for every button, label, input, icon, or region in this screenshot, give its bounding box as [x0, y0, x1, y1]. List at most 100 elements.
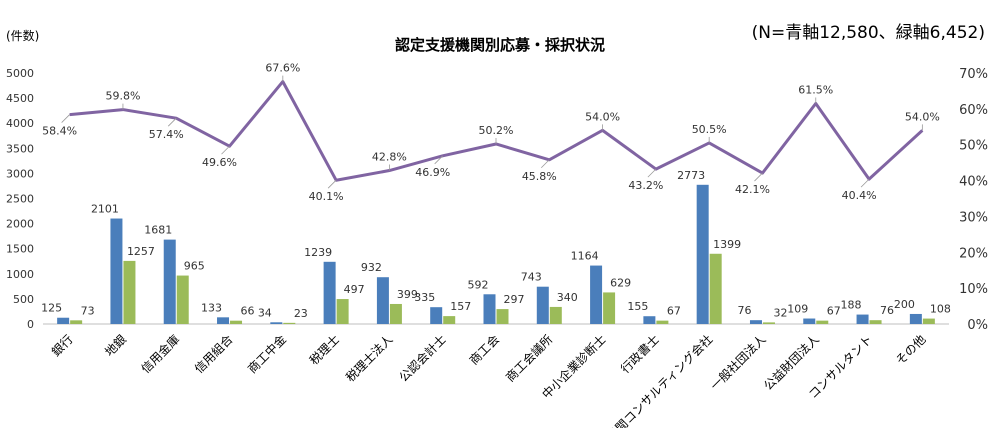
blue-bar [856, 314, 869, 324]
green-bar-label: 23 [294, 307, 308, 320]
green-bar [816, 320, 829, 324]
green-bar [656, 320, 669, 324]
blue-bar-label: 200 [894, 298, 915, 311]
green-bar-label: 399 [397, 288, 418, 301]
blue-bar-label: 743 [521, 271, 542, 284]
category-label: 商工会議所 [502, 332, 555, 385]
blue-bar-label: 188 [841, 299, 862, 312]
blue-bar-label: 1164 [571, 250, 599, 263]
rate-leader-line [327, 179, 337, 189]
blue-bar-label: 2773 [677, 169, 705, 182]
category-label: 信用金庫 [138, 332, 183, 377]
blue-bar [217, 317, 230, 324]
category-label: 一般社団法人 [707, 332, 769, 394]
left-tick-label: 4000 [6, 117, 34, 130]
blue-bar [376, 277, 389, 324]
green-bar [283, 322, 296, 324]
green-bar [70, 320, 83, 324]
green-bar-label: 66 [241, 305, 255, 318]
left-tick-label: 1500 [6, 243, 34, 256]
rate-label: 61.5% [798, 83, 833, 96]
blue-bar-label: 932 [361, 261, 382, 274]
green-bar [762, 322, 775, 324]
blue-bar [270, 322, 283, 324]
left-tick-label: 2000 [6, 218, 34, 231]
category-label: 地銀 [102, 332, 129, 359]
right-tick-label: 60% [959, 103, 988, 118]
blue-bar-label: 155 [627, 300, 648, 313]
blue-bar-label: 592 [468, 278, 489, 291]
right-tick-label: 40% [959, 175, 988, 190]
blue-bar [696, 184, 709, 324]
left-tick-label: 5000 [6, 67, 34, 80]
rate-label: 43.2% [628, 179, 663, 192]
green-bar [496, 309, 509, 324]
blue-bar-label: 76 [737, 304, 751, 317]
rate-label: 40.1% [309, 190, 344, 203]
rate-label: 50.5% [692, 123, 727, 136]
green-bar [549, 306, 562, 324]
green-bar [336, 299, 349, 324]
left-tick-label: 0 [27, 318, 34, 331]
blue-bar [483, 294, 496, 324]
category-label: 商工会 [466, 332, 502, 368]
sample-size-note: (N=青軸12,580、緑軸6,452) [752, 23, 985, 43]
rate-leader-line [167, 117, 177, 127]
green-bar [922, 318, 935, 324]
left-tick-label: 4500 [6, 92, 34, 105]
blue-bar [163, 239, 176, 324]
right-tick-label: 50% [959, 139, 988, 154]
rate-leader-line [860, 178, 870, 188]
left-tick-label: 500 [13, 293, 34, 306]
blue-bar-label: 335 [414, 291, 435, 304]
category-label: 商工中金 [244, 332, 289, 377]
blue-bar-label: 109 [787, 303, 808, 316]
right-tick-label: 20% [959, 246, 988, 261]
green-bar-label: 965 [184, 260, 205, 273]
blue-bar [909, 313, 922, 324]
rate-label: 42.8% [372, 151, 407, 164]
rate-label: 40.4% [842, 189, 877, 202]
blue-bar [430, 307, 443, 324]
left-tick-label: 3000 [6, 167, 34, 180]
rate-leader-line [754, 172, 763, 182]
blue-bar-label: 34 [258, 306, 272, 319]
blue-bar-label: 133 [201, 301, 222, 314]
left-tick-label: 1000 [6, 268, 34, 281]
rate-label: 54.0% [585, 110, 620, 123]
category-label: 信用組合 [191, 332, 236, 377]
green-bar-label: 157 [450, 300, 471, 313]
left-axis-label: (件数) [6, 28, 39, 43]
green-bar [230, 320, 243, 324]
blue-bar-label: 2101 [91, 203, 119, 216]
green-bar-label: 1257 [127, 245, 155, 258]
category-label: 銀行 [49, 332, 76, 359]
green-bar-label: 67 [827, 305, 841, 318]
rate-leader-line [541, 159, 550, 169]
right-tick-label: 70% [959, 67, 988, 82]
blue-bar-label: 1239 [304, 246, 332, 259]
green-bar-label: 497 [344, 283, 365, 296]
category-label: 民間コンサルティング会社 [603, 332, 715, 428]
blue-bar-label: 125 [41, 302, 62, 315]
blue-bar [590, 265, 603, 324]
right-tick-label: 10% [959, 282, 988, 297]
green-bar-label: 297 [504, 293, 525, 306]
blue-bar [749, 320, 762, 324]
rate-leader-line [221, 145, 230, 155]
rate-label: 57.4% [149, 128, 184, 141]
blue-bar-label: 1681 [144, 224, 172, 237]
blue-bar [110, 218, 123, 324]
category-label: その他 [893, 332, 928, 367]
chart-title: 認定支援機関別応募・採択状況 [395, 36, 605, 54]
green-bar-label: 32 [773, 306, 787, 319]
right-tick-label: 0% [967, 318, 988, 333]
left-tick-label: 2500 [6, 193, 34, 206]
green-bar [709, 253, 722, 324]
green-bar [443, 316, 456, 324]
rate-leader-line [434, 155, 443, 165]
green-bar-label: 629 [610, 276, 631, 289]
rate-label: 45.8% [522, 170, 557, 183]
rate-label: 50.2% [479, 124, 514, 137]
